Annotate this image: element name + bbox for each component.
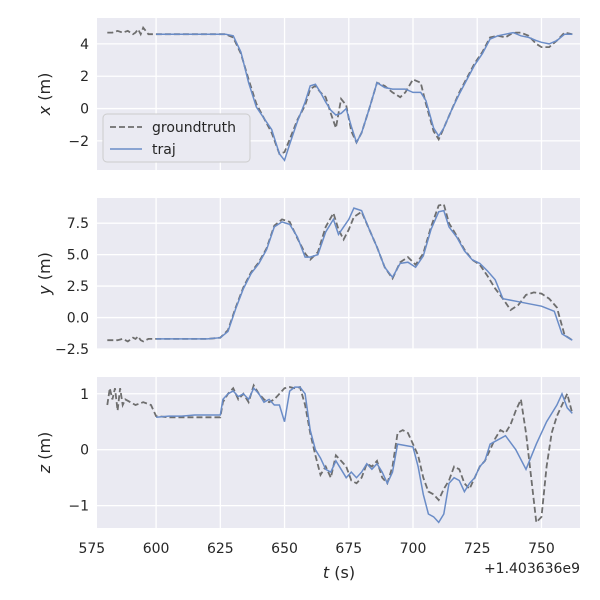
y-tick-label: 0 (80, 443, 89, 459)
legend-groundtruth-label: groundtruth (152, 120, 236, 136)
series-line-traj (156, 207, 573, 341)
y-tick-label: 5.0 (67, 248, 89, 264)
legend-box (102, 113, 251, 163)
y-tick-label: −1 (68, 499, 89, 515)
x-tick-labels: 575 600 625 650 675 700 725 750 (78, 541, 554, 557)
series-line-traj (156, 386, 573, 524)
x-tick-label: 750 (528, 541, 555, 557)
y-axis-label: y (m) (35, 252, 54, 296)
x-tick-label: 625 (207, 541, 234, 557)
series-line-groundtruth (106, 383, 574, 525)
y-tick-label: −2.5 (55, 342, 89, 358)
x-tick-label: 700 (400, 541, 427, 557)
y-axis-label: z (m) (35, 432, 54, 475)
legend-traj-label: traj (152, 142, 176, 158)
x-tick-label: 650 (271, 541, 298, 557)
y-tick-label: 7.5 (67, 216, 89, 232)
series-line-traj (156, 31, 573, 162)
series-line-groundtruth (107, 203, 573, 343)
panel-2: −1 0 1 z (m) (35, 377, 580, 528)
panel-background (97, 377, 580, 528)
y-tick-label: 2 (80, 69, 89, 85)
x-tick-label: 675 (335, 541, 362, 557)
y-tick-label: 4 (80, 37, 89, 53)
x-axis-label: t (s) (323, 563, 355, 582)
y-tick-label: 1 (80, 387, 89, 403)
x-tick-label: 575 (78, 541, 105, 557)
y-tick-label: −2 (68, 134, 89, 150)
panel-1: −2.5 0.0 2.5 5.0 7.5 y (m) (35, 198, 580, 358)
y-axis-label: x (m) (35, 73, 54, 117)
x-axis-offset-label: +1.403636e9 (484, 561, 580, 577)
x-tick-label: 600 (143, 541, 170, 557)
y-tick-label: 2.5 (67, 279, 89, 295)
panel-background (97, 198, 580, 349)
panels: −2 0 2 4 x (m) −2.5 0.0 2.5 5.0 7.5 y (m) −1 0 1 z (m)… (35, 18, 580, 557)
legend: groundtruth traj (102, 113, 251, 163)
y-tick-label: 0.0 (67, 311, 89, 327)
x-tick-label: 725 (464, 541, 491, 557)
y-tick-label: 0 (80, 102, 89, 118)
